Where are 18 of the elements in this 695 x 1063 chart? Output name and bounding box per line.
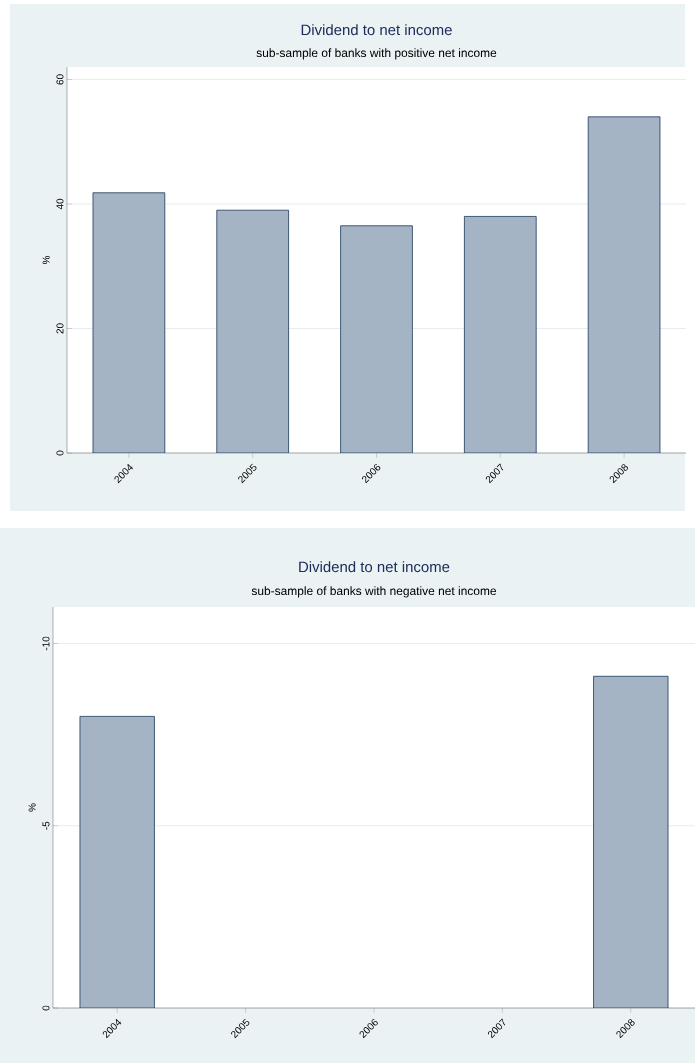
- y-tick-label: -5: [42, 821, 50, 830]
- y-axis-title: %: [42, 255, 50, 265]
- y-tick-label: 60: [56, 74, 64, 85]
- bar: [463, 216, 537, 454]
- chart-title: Dividend to net income: [299, 561, 450, 573]
- bar: [216, 209, 289, 454]
- y-tick-label: -10: [42, 636, 50, 651]
- chart-subtitle: sub-sample of banks with negative net income: [251, 586, 497, 598]
- bar: [92, 192, 166, 454]
- y-tick-label: 0: [42, 1005, 50, 1011]
- bar: [340, 225, 413, 454]
- y-tick-label: 0: [56, 450, 64, 456]
- bar: [587, 116, 661, 454]
- y-axis-title: %: [28, 803, 36, 812]
- chart-subtitle: sub-sample of banks with positive net income: [256, 48, 497, 60]
- y-tick-label: 40: [56, 198, 64, 210]
- y-tick-label: 20: [56, 323, 64, 334]
- chart-title: Dividend to net income: [301, 24, 452, 36]
